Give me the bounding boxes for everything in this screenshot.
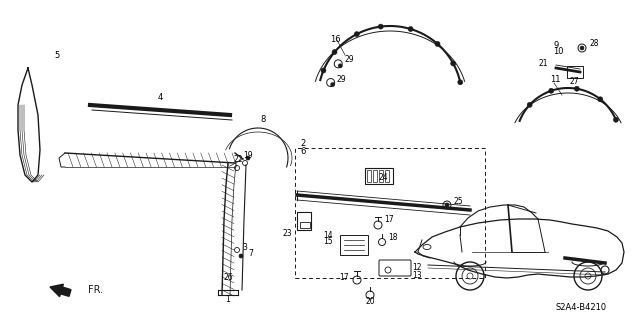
- Circle shape: [408, 26, 413, 31]
- Text: 17: 17: [384, 216, 394, 225]
- Circle shape: [445, 203, 449, 207]
- Bar: [365, 168, 393, 184]
- Circle shape: [580, 46, 584, 50]
- Text: 20: 20: [365, 298, 375, 307]
- Text: 2: 2: [300, 139, 305, 148]
- Bar: [367, 170, 371, 182]
- Text: 5: 5: [54, 51, 60, 59]
- Text: 16: 16: [330, 36, 340, 45]
- Circle shape: [435, 41, 440, 46]
- Circle shape: [332, 50, 337, 55]
- Text: 19: 19: [243, 150, 253, 160]
- Circle shape: [598, 97, 603, 102]
- Text: 11: 11: [550, 75, 561, 85]
- Text: 27: 27: [570, 78, 580, 86]
- Text: 10: 10: [553, 47, 563, 57]
- Text: 13: 13: [412, 271, 422, 280]
- Text: S2A4-B4210: S2A4-B4210: [555, 303, 606, 313]
- Bar: [297, 212, 311, 230]
- Circle shape: [451, 61, 456, 66]
- Circle shape: [321, 68, 326, 73]
- Text: 21: 21: [538, 59, 548, 67]
- Text: 29: 29: [337, 75, 346, 84]
- Circle shape: [574, 86, 579, 91]
- Circle shape: [613, 117, 618, 122]
- Circle shape: [338, 64, 342, 68]
- Text: 6: 6: [300, 148, 305, 156]
- Circle shape: [527, 102, 532, 107]
- Text: 29: 29: [344, 55, 354, 64]
- FancyArrow shape: [50, 284, 71, 297]
- Text: 18: 18: [388, 232, 397, 241]
- Text: 26: 26: [223, 273, 233, 282]
- Text: 3: 3: [242, 243, 247, 252]
- Text: 22: 22: [233, 156, 243, 164]
- Bar: [385, 170, 389, 182]
- Text: 17: 17: [339, 273, 349, 281]
- Text: 4: 4: [157, 93, 163, 101]
- Circle shape: [378, 24, 383, 29]
- Text: 14: 14: [323, 231, 333, 239]
- Text: 25: 25: [453, 197, 463, 206]
- Text: 12: 12: [412, 264, 422, 273]
- Circle shape: [331, 83, 335, 86]
- Circle shape: [548, 88, 554, 93]
- Circle shape: [355, 31, 359, 37]
- Circle shape: [239, 254, 243, 258]
- Text: FR.: FR.: [88, 285, 103, 295]
- Circle shape: [246, 156, 250, 160]
- Text: 8: 8: [260, 115, 266, 125]
- Text: 23: 23: [282, 230, 292, 238]
- Circle shape: [458, 80, 463, 85]
- Text: 24: 24: [378, 172, 388, 182]
- Bar: [567, 66, 583, 78]
- Text: 28: 28: [590, 39, 600, 49]
- Text: 9: 9: [553, 40, 558, 50]
- Bar: [300, 222, 310, 228]
- Text: 15: 15: [323, 237, 333, 245]
- Bar: [295, 148, 485, 278]
- Text: 7: 7: [248, 248, 253, 258]
- Bar: [379, 170, 383, 182]
- Bar: [373, 170, 377, 182]
- Text: 1: 1: [226, 295, 230, 305]
